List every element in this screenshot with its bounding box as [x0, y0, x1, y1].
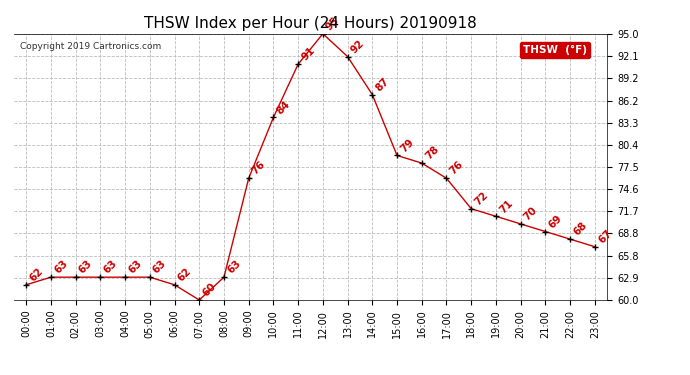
Text: 79: 79 [398, 137, 416, 154]
Title: THSW Index per Hour (24 Hours) 20190918: THSW Index per Hour (24 Hours) 20190918 [144, 16, 477, 31]
Text: 63: 63 [77, 258, 95, 276]
Text: 76: 76 [250, 159, 268, 177]
Text: 70: 70 [522, 205, 540, 222]
Text: 67: 67 [596, 228, 613, 245]
Text: 95: 95 [324, 15, 342, 32]
Text: 62: 62 [176, 266, 193, 284]
Text: 60: 60 [201, 281, 218, 298]
Text: 63: 63 [151, 258, 168, 276]
Text: 63: 63 [52, 258, 70, 276]
Text: 71: 71 [497, 198, 515, 215]
Text: 63: 63 [126, 258, 144, 276]
Text: 92: 92 [349, 38, 366, 55]
Text: Copyright 2019 Cartronics.com: Copyright 2019 Cartronics.com [20, 42, 161, 51]
Text: 78: 78 [423, 144, 440, 162]
Legend: THSW  (°F): THSW (°F) [520, 42, 590, 58]
Text: 69: 69 [546, 213, 564, 230]
Text: 87: 87 [374, 76, 391, 93]
Text: 72: 72 [473, 190, 490, 207]
Text: 63: 63 [101, 258, 119, 276]
Text: 62: 62 [28, 266, 45, 284]
Text: 63: 63 [226, 258, 243, 276]
Text: 91: 91 [299, 45, 317, 63]
Text: 84: 84 [275, 99, 292, 116]
Text: 68: 68 [571, 220, 589, 238]
Text: 76: 76 [448, 159, 465, 177]
